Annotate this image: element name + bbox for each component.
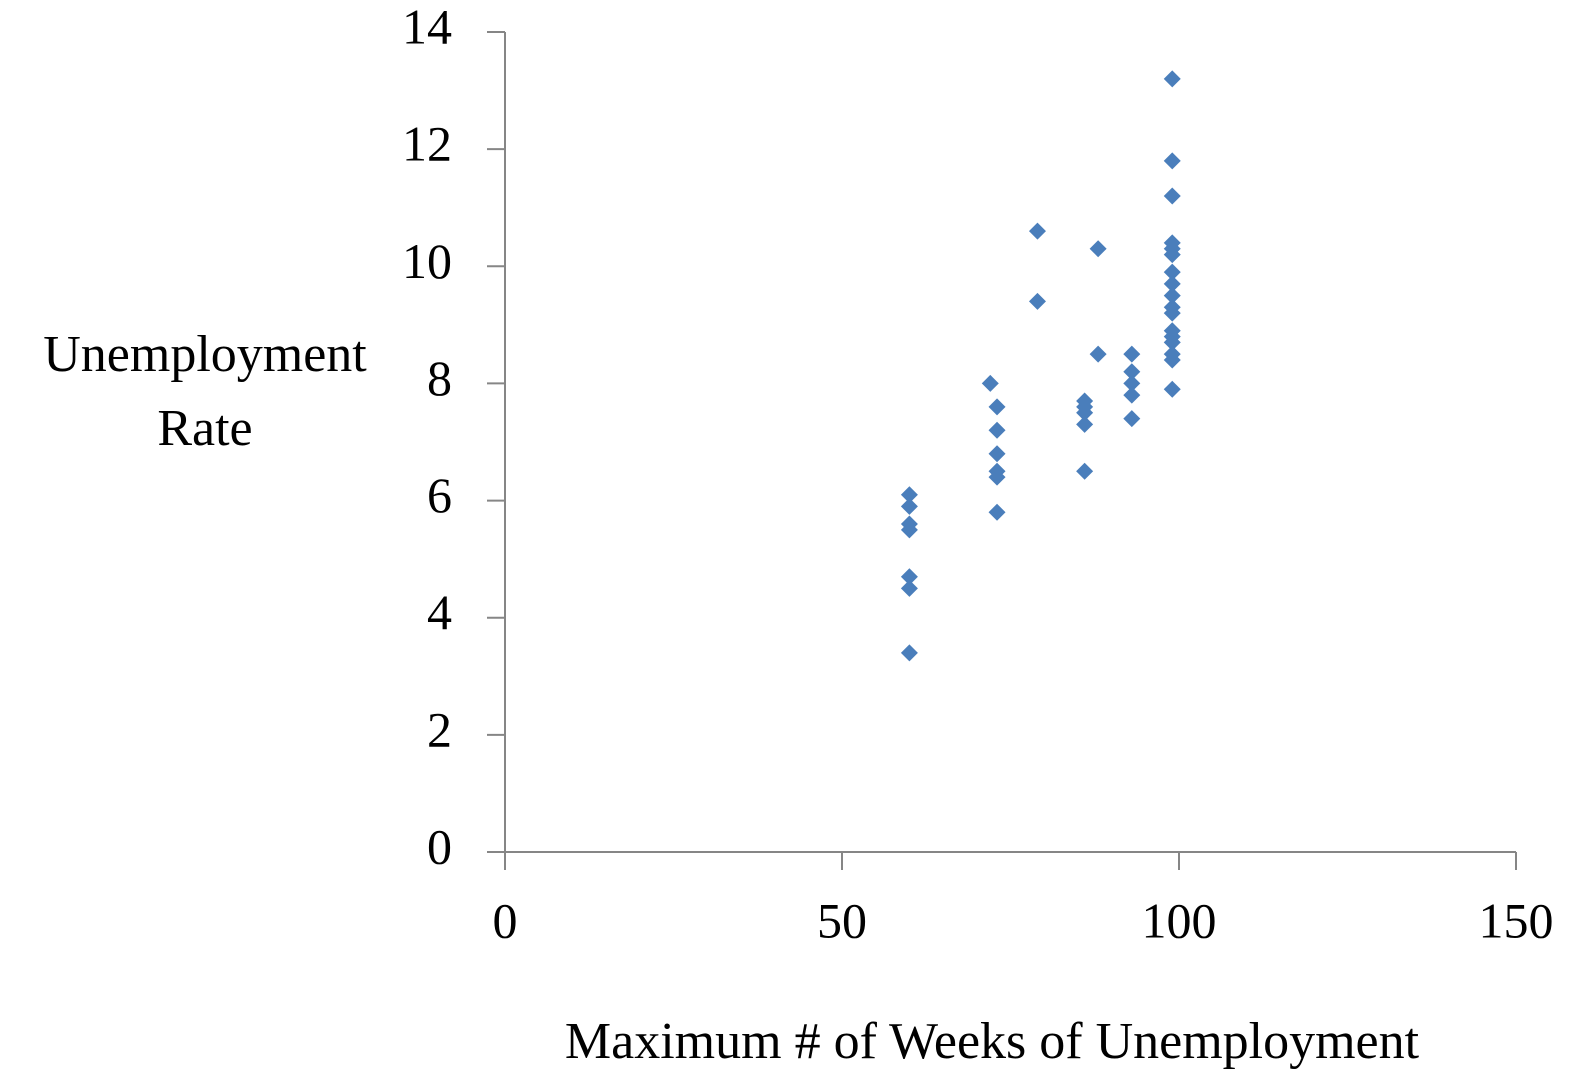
- y-tick-label: 12: [402, 116, 452, 172]
- y-tick-label: 2: [427, 701, 452, 757]
- point: [1089, 240, 1107, 258]
- point: [900, 579, 918, 597]
- y-tick-label: 14: [402, 0, 452, 54]
- point: [1076, 415, 1094, 433]
- point: [988, 468, 1006, 486]
- point: [1028, 222, 1046, 240]
- y-axis-label: Unemployment Rate: [43, 326, 367, 457]
- point: [900, 521, 918, 539]
- point: [1123, 363, 1141, 381]
- point: [1123, 410, 1141, 428]
- point: [988, 398, 1006, 416]
- point: [988, 503, 1006, 521]
- point: [900, 568, 918, 586]
- point: [981, 374, 999, 392]
- point: [1163, 263, 1181, 281]
- point: [900, 644, 918, 662]
- point: [1163, 187, 1181, 205]
- point: [1163, 304, 1181, 322]
- point: [1163, 246, 1181, 264]
- point: [988, 421, 1006, 439]
- point: [1028, 292, 1046, 310]
- point: [1089, 345, 1107, 363]
- y-tick-label: 6: [427, 467, 452, 523]
- y-tick-label: 10: [402, 233, 452, 289]
- point: [988, 445, 1006, 463]
- point: [1163, 351, 1181, 369]
- point: [900, 486, 918, 504]
- x-tick-label: 50: [817, 892, 867, 948]
- point: [1076, 462, 1094, 480]
- point: [1163, 333, 1181, 351]
- point: [1163, 380, 1181, 398]
- point: [1163, 275, 1181, 293]
- y-tick-label: 4: [427, 584, 452, 640]
- point: [1163, 287, 1181, 305]
- y-tick-label: 0: [427, 818, 452, 874]
- point: [1123, 386, 1141, 404]
- point: [1123, 345, 1141, 363]
- x-tick-label: 150: [1479, 892, 1554, 948]
- x-axis-label: Maximum # of Weeks of Unemployment: [565, 1013, 1420, 1070]
- point: [1163, 70, 1181, 88]
- y-tick-label: 8: [427, 350, 452, 406]
- point: [1076, 404, 1094, 422]
- x-tick-label: 0: [493, 892, 518, 948]
- point: [1163, 152, 1181, 170]
- point: [1123, 374, 1141, 392]
- x-tick-label: 100: [1142, 892, 1217, 948]
- point: [900, 497, 918, 515]
